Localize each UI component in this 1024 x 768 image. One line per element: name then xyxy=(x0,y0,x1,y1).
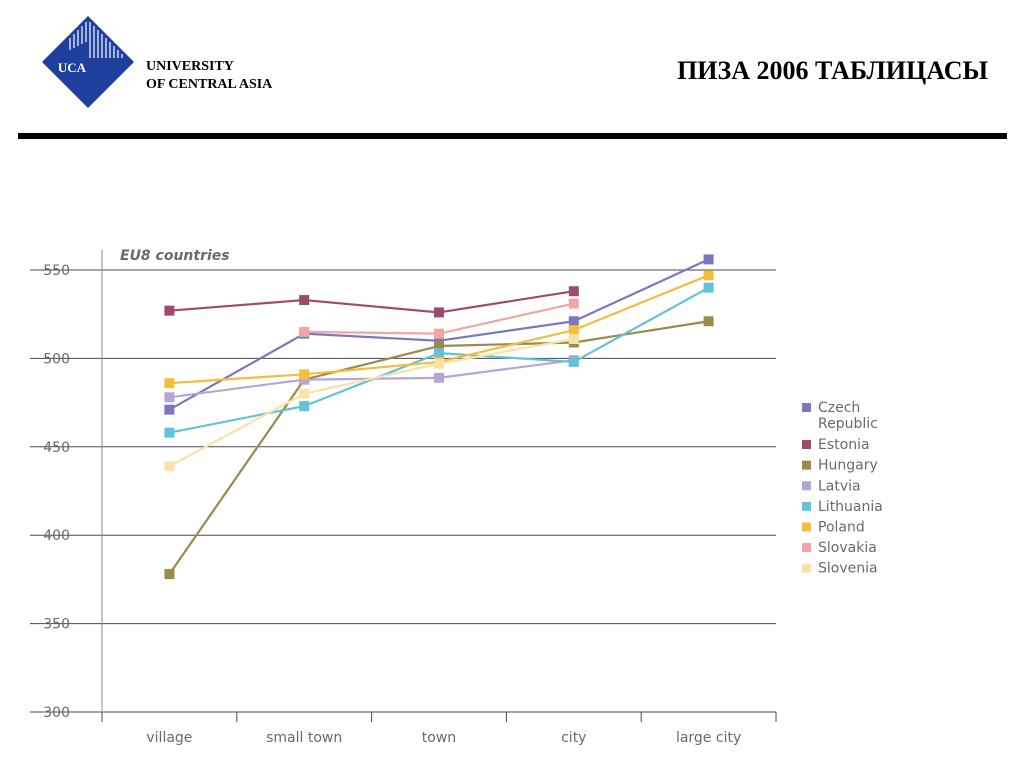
legend-item: Czech Republic xyxy=(802,400,878,432)
data-point xyxy=(164,378,175,389)
logo-text: UCA xyxy=(58,60,87,75)
legend-label: Poland xyxy=(818,519,865,535)
series-slovakia xyxy=(299,298,579,339)
chart-axes: 550 500 450 400 350 300 village small town town c… xyxy=(43,250,777,746)
chart-title: EU8 countries xyxy=(120,248,230,264)
data-point xyxy=(568,298,579,309)
x-tick-label: large city xyxy=(676,730,741,746)
data-point xyxy=(434,335,444,346)
slide-title: ПИЗА 2006 ТАБЛИЦАСЫ xyxy=(677,56,988,85)
x-tick-label: small town xyxy=(266,730,342,746)
data-point xyxy=(568,325,579,336)
y-tick-label: 400 xyxy=(43,528,70,544)
data-point xyxy=(434,372,444,383)
series-line xyxy=(168,337,574,468)
y-tick-label: 350 xyxy=(43,617,70,633)
pisa-chart: 550 500 450 400 350 300 village small town town c… xyxy=(30,248,883,746)
data-point xyxy=(164,461,175,472)
legend-item: Estonia xyxy=(802,437,870,453)
data-point xyxy=(434,348,444,359)
data-point xyxy=(164,392,175,403)
legend-label: Czech Republic xyxy=(818,400,878,432)
legend-swatch xyxy=(802,543,811,553)
data-point xyxy=(164,569,175,580)
legend-item: Poland xyxy=(802,519,865,535)
y-tick-label: 450 xyxy=(43,440,70,456)
data-point xyxy=(703,270,714,281)
data-point xyxy=(434,358,444,369)
legend-swatch xyxy=(802,440,811,450)
series-slovenia xyxy=(164,333,579,472)
data-point xyxy=(164,404,175,415)
legend-item: Hungary xyxy=(802,458,878,474)
legend-swatch xyxy=(802,403,811,412)
data-point xyxy=(568,286,579,297)
y-tick-label: 300 xyxy=(43,705,70,721)
chart-series xyxy=(164,254,714,580)
data-point xyxy=(703,316,714,327)
legend-swatch xyxy=(802,481,811,491)
legend-item: Slovakia xyxy=(802,540,877,556)
y-tick-label: 550 xyxy=(43,263,70,279)
series-lithuania xyxy=(164,282,714,438)
legend-swatch xyxy=(802,522,811,532)
legend-label: Hungary xyxy=(818,458,878,474)
legend-label: Lithuania xyxy=(818,499,883,515)
university-name-line1: UNIVERSITY xyxy=(146,59,234,74)
legend-item: Lithuania xyxy=(802,499,883,515)
data-point xyxy=(434,341,444,352)
legend-label: Estonia xyxy=(818,437,870,453)
legend-swatch xyxy=(802,501,811,511)
data-point xyxy=(568,333,579,344)
x-tick-label: village xyxy=(146,730,192,746)
data-point xyxy=(703,254,714,265)
university-name: UNIVERSITY OF CENTRAL ASIA xyxy=(146,58,272,94)
data-point xyxy=(299,295,310,306)
legend-label: Latvia xyxy=(818,478,861,494)
data-point xyxy=(299,388,310,399)
chart-grid xyxy=(30,269,776,713)
x-tick-label: town xyxy=(422,730,456,746)
data-point xyxy=(434,328,444,339)
header-divider xyxy=(18,133,1007,139)
data-point xyxy=(703,282,714,293)
legend-swatch xyxy=(802,460,811,470)
data-point xyxy=(568,316,579,327)
data-point xyxy=(434,307,444,318)
data-point xyxy=(299,326,310,337)
legend-label: Slovakia xyxy=(818,540,877,556)
data-point xyxy=(299,374,310,385)
series-line xyxy=(169,290,574,314)
slide-header: UCA UNIVERSITY OF CENTRAL ASIA ПИЗА 2006… xyxy=(0,0,1024,140)
data-point xyxy=(568,356,579,367)
y-tick-label: 500 xyxy=(43,351,70,367)
data-point xyxy=(299,401,310,412)
series-estonia xyxy=(164,286,579,318)
data-point xyxy=(299,369,310,380)
legend-label: Slovenia xyxy=(818,561,878,577)
uca-logo: UCA xyxy=(42,16,134,108)
legend-item: Slovenia xyxy=(802,561,878,577)
university-name-line2: OF CENTRAL ASIA xyxy=(146,77,273,92)
legend-item: Latvia xyxy=(802,478,861,494)
legend-swatch xyxy=(802,563,811,573)
x-tick-label: city xyxy=(561,730,586,746)
chart-legend: Czech Republic Estonia Hungary Latvia Lithuan… xyxy=(802,400,883,577)
data-point xyxy=(164,427,175,438)
data-point xyxy=(164,305,175,316)
